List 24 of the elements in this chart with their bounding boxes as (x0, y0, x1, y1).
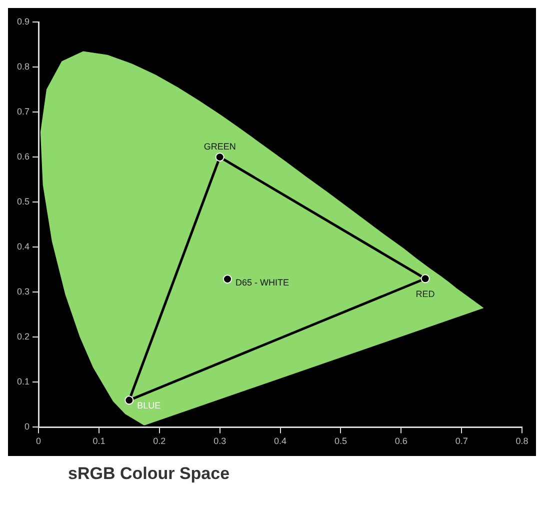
x-tick-label: 0 (36, 436, 42, 446)
x-tick-label: 0.8 (516, 436, 528, 446)
x-tick-label: 0.1 (92, 436, 106, 446)
annotation: RED (416, 289, 436, 300)
annotation: D65 - WHITE (235, 278, 290, 288)
annotation: BLUE (137, 400, 161, 411)
y-tick-label: 0.4 (16, 242, 30, 252)
y-tick-label: 0.8 (16, 62, 30, 72)
x-tick-label: 0.2 (153, 436, 166, 446)
text: sRGB Colour Space (68, 464, 231, 484)
x-tick-label: 0.7 (455, 436, 468, 446)
y-tick-label: 0.5 (16, 196, 30, 207)
y-tick-label: 0.9 (16, 16, 30, 26)
y-tick-label: 0 (24, 422, 30, 432)
x-tick-label: 0.4 (274, 436, 287, 446)
annotation: GREEN (204, 142, 236, 152)
x-tick-label: 0.5 (334, 436, 347, 446)
y-tick-label: 0.3 (16, 286, 30, 297)
y-tick-label: 0.2 (16, 332, 30, 342)
x-tick-label: 0.6 (394, 436, 408, 446)
y-tick-label: 0.7 (16, 106, 30, 117)
x-tick-label: 0.3 (214, 436, 226, 446)
y-tick-label: 0.6 (16, 152, 30, 162)
y-tick-label: 0.1 (16, 376, 30, 387)
